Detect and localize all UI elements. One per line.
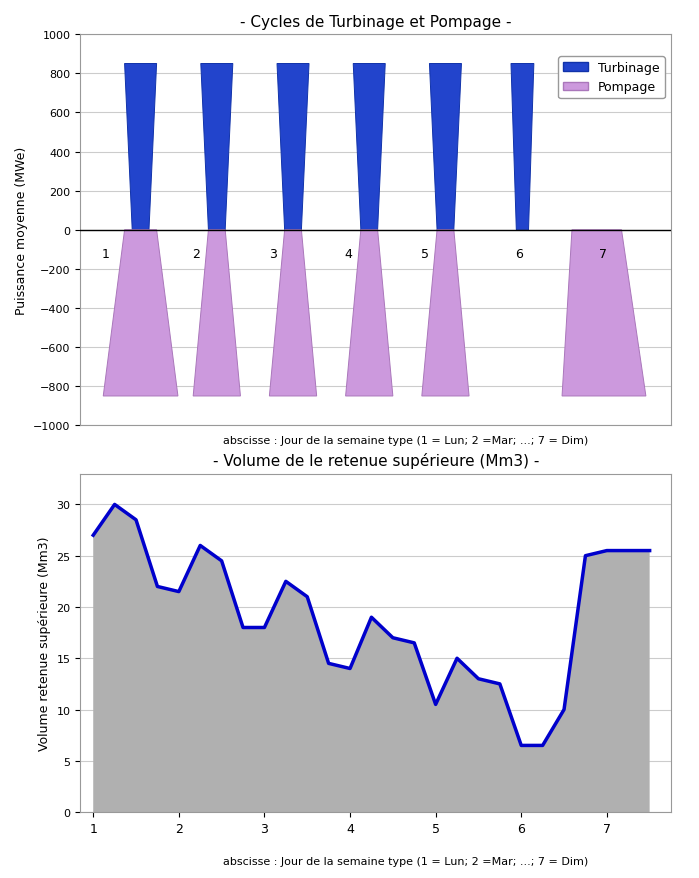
Polygon shape <box>103 231 178 397</box>
Y-axis label: Puissance moyenne (MWe): Puissance moyenne (MWe) <box>15 147 28 314</box>
Y-axis label: Volume retenue supérieure (Mm3): Volume retenue supérieure (Mm3) <box>38 536 51 751</box>
Text: 6: 6 <box>514 248 523 261</box>
Text: 7: 7 <box>598 248 607 261</box>
Polygon shape <box>193 231 240 397</box>
Polygon shape <box>124 64 157 231</box>
Title: - Volume de le retenue supérieure (Mm3) -: - Volume de le retenue supérieure (Mm3) … <box>212 453 539 469</box>
Text: 2: 2 <box>192 248 201 261</box>
Legend: Turbinage, Pompage: Turbinage, Pompage <box>559 57 665 99</box>
Text: abscisse : Jour de la semaine type (1 = Lun; 2 =Mar; ...; 7 = Dim): abscisse : Jour de la semaine type (1 = … <box>223 856 588 866</box>
Text: 3: 3 <box>268 248 277 261</box>
Text: 4: 4 <box>345 248 353 261</box>
Polygon shape <box>201 64 233 231</box>
Title: - Cycles de Turbinage et Pompage -: - Cycles de Turbinage et Pompage - <box>240 15 512 30</box>
Polygon shape <box>421 231 469 397</box>
Polygon shape <box>353 64 385 231</box>
Polygon shape <box>277 64 309 231</box>
Text: 5: 5 <box>421 248 429 261</box>
Polygon shape <box>562 231 646 397</box>
Polygon shape <box>269 231 317 397</box>
Polygon shape <box>511 64 534 231</box>
Text: abscisse : Jour de la semaine type (1 = Lun; 2 =Mar; ...; 7 = Dim): abscisse : Jour de la semaine type (1 = … <box>223 435 588 445</box>
Polygon shape <box>429 64 461 231</box>
Text: 1: 1 <box>102 248 110 261</box>
Polygon shape <box>345 231 393 397</box>
